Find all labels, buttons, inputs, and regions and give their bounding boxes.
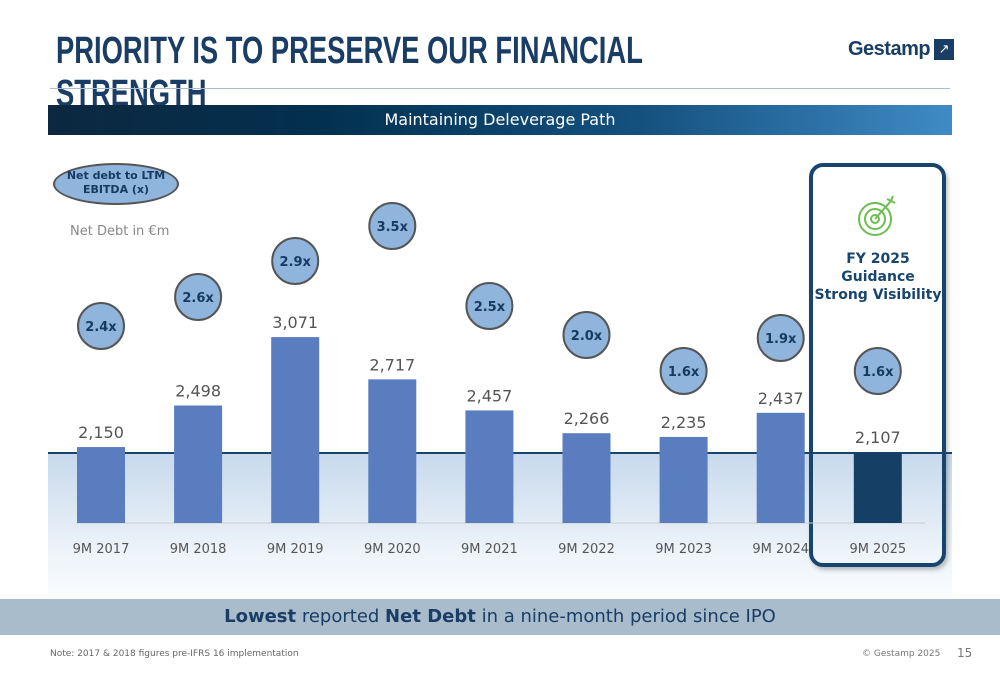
- bar: [368, 379, 417, 523]
- x-tick-label: 9M 2025: [849, 542, 906, 557]
- value-label: 2,437: [758, 389, 804, 408]
- gestamp-logo: Gestamp ↗: [848, 38, 955, 61]
- footnote: Note: 2017 & 2018 figures pre-IFRS 16 im…: [50, 649, 299, 659]
- x-tick-label: 9M 2020: [364, 542, 421, 557]
- guidance-line3: Strong Visibility: [814, 287, 942, 303]
- ratio-label: 1.9x: [765, 332, 797, 347]
- value-label: 2,107: [855, 428, 901, 447]
- guidance-box: [809, 163, 946, 567]
- ratio-label: 2.9x: [279, 255, 311, 270]
- x-tick-label: 9M 2024: [752, 542, 809, 557]
- ratio-label: 2.5x: [474, 300, 506, 315]
- section-banner: Maintaining Deleverage Path: [48, 105, 952, 135]
- value-label: 2,150: [78, 423, 124, 442]
- ratio-label: 2.4x: [85, 320, 117, 335]
- bar: [77, 447, 125, 523]
- key-message: Lowest reported Net Debt in a nine-month…: [0, 599, 1000, 635]
- ratio-legend: Net debt to LTM EBITDA (x): [53, 163, 179, 205]
- value-label: 2,717: [369, 355, 415, 374]
- x-tick-label: 9M 2022: [558, 542, 615, 557]
- x-tick-label: 9M 2021: [461, 542, 518, 557]
- ratio-bubble: [271, 237, 320, 285]
- page-title: PRIORITY IS TO PRESERVE OUR FINANCIAL ST…: [56, 30, 643, 115]
- copyright: © Gestamp 2025: [862, 649, 941, 659]
- value-label: 3,071: [272, 313, 318, 332]
- ratio-label: 3.5x: [377, 220, 409, 235]
- bar: [562, 433, 611, 523]
- x-tick-label: 9M 2018: [170, 542, 227, 557]
- ratio-bubble: [174, 273, 223, 321]
- bar: [853, 452, 902, 523]
- bar: [465, 410, 514, 523]
- guidance-text: FY 2025 Guidance Strong Visibility: [812, 250, 944, 304]
- ratio-label: 2.6x: [182, 291, 214, 306]
- guidance-line1: FY 2025: [846, 251, 910, 267]
- logo-mark-icon: ↗: [934, 39, 955, 60]
- target-icon: [858, 195, 896, 236]
- bar: [659, 436, 708, 523]
- x-tick-label: 9M 2023: [655, 542, 712, 557]
- bar: [271, 337, 320, 523]
- ratio-bubble: [368, 202, 417, 250]
- value-label: 2,235: [661, 413, 707, 432]
- msg-bold1: Lowest: [224, 606, 297, 627]
- divider: [50, 88, 950, 89]
- logo-text: Gestamp: [848, 38, 931, 60]
- ratio-bubble: [465, 282, 514, 330]
- page-number: 15: [957, 646, 973, 660]
- ratio-bubble: [562, 311, 611, 359]
- value-label: 2,266: [564, 409, 610, 428]
- bar: [756, 412, 805, 523]
- guidance-line2: Guidance: [841, 269, 915, 285]
- msg-bold2: Net Debt: [385, 606, 476, 627]
- ratio-label: 1.6x: [668, 365, 700, 380]
- ratio-bubble: [77, 302, 125, 350]
- y-axis-label: Net Debt in €m: [70, 224, 170, 239]
- ratio-label: 1.6x: [862, 365, 894, 380]
- msg-text2: in a nine-month period since IPO: [475, 606, 776, 627]
- ratio-bubble: [853, 347, 902, 395]
- ratio-bubble: [756, 314, 805, 362]
- value-label: 2,457: [466, 386, 512, 405]
- bar: [174, 405, 223, 523]
- x-tick-label: 9M 2017: [73, 542, 130, 557]
- ratio-bubble: [659, 347, 708, 395]
- x-tick-label: 9M 2019: [267, 542, 324, 557]
- value-label: 2,498: [175, 382, 221, 401]
- msg-text1: reported: [296, 606, 386, 627]
- ratio-label: 2.0x: [571, 329, 603, 344]
